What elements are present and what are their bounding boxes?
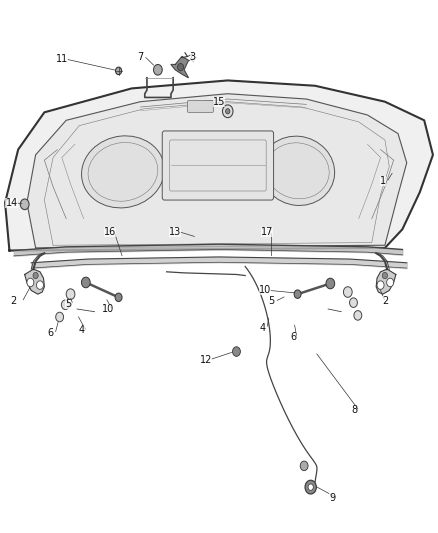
Ellipse shape bbox=[261, 136, 335, 205]
Text: 6: 6 bbox=[290, 332, 296, 342]
Circle shape bbox=[294, 290, 301, 298]
Circle shape bbox=[36, 281, 43, 289]
Text: 10: 10 bbox=[259, 286, 271, 295]
Polygon shape bbox=[25, 269, 44, 294]
Text: 14: 14 bbox=[6, 198, 18, 208]
Text: 11: 11 bbox=[56, 54, 68, 64]
Ellipse shape bbox=[81, 136, 164, 208]
FancyBboxPatch shape bbox=[187, 101, 213, 112]
Polygon shape bbox=[376, 269, 396, 294]
Text: 4: 4 bbox=[260, 322, 266, 333]
Circle shape bbox=[27, 278, 34, 287]
Circle shape bbox=[226, 109, 230, 114]
Circle shape bbox=[81, 277, 90, 288]
Text: 2: 2 bbox=[382, 296, 388, 306]
Circle shape bbox=[343, 287, 352, 297]
FancyBboxPatch shape bbox=[162, 131, 274, 200]
Circle shape bbox=[153, 64, 162, 75]
Text: 6: 6 bbox=[48, 328, 54, 338]
Circle shape bbox=[377, 281, 384, 289]
Circle shape bbox=[354, 311, 362, 320]
Circle shape bbox=[326, 278, 335, 289]
Text: 4: 4 bbox=[78, 325, 85, 335]
Text: 8: 8 bbox=[351, 405, 357, 415]
Circle shape bbox=[177, 63, 184, 71]
Text: 16: 16 bbox=[104, 227, 116, 237]
Text: 15: 15 bbox=[213, 96, 225, 107]
Circle shape bbox=[305, 480, 316, 494]
Text: 10: 10 bbox=[102, 304, 114, 314]
Circle shape bbox=[300, 461, 308, 471]
Text: 2: 2 bbox=[11, 296, 17, 306]
Circle shape bbox=[308, 484, 313, 490]
Text: 5: 5 bbox=[268, 296, 275, 306]
Circle shape bbox=[33, 272, 38, 279]
Circle shape bbox=[66, 289, 75, 300]
Polygon shape bbox=[5, 80, 433, 251]
Text: 9: 9 bbox=[329, 492, 336, 503]
Text: 1: 1 bbox=[380, 176, 386, 187]
Text: 7: 7 bbox=[137, 52, 144, 61]
Circle shape bbox=[116, 67, 122, 75]
Circle shape bbox=[20, 199, 29, 209]
Circle shape bbox=[350, 298, 357, 308]
Polygon shape bbox=[171, 56, 188, 78]
Text: 12: 12 bbox=[200, 354, 212, 365]
Circle shape bbox=[387, 278, 394, 287]
Polygon shape bbox=[27, 94, 407, 248]
Text: 17: 17 bbox=[261, 227, 273, 237]
Circle shape bbox=[115, 293, 122, 302]
Text: 13: 13 bbox=[169, 227, 181, 237]
Text: 5: 5 bbox=[65, 298, 71, 309]
Circle shape bbox=[61, 300, 69, 310]
Text: 3: 3 bbox=[190, 52, 196, 61]
Circle shape bbox=[233, 347, 240, 357]
Circle shape bbox=[223, 105, 233, 118]
Circle shape bbox=[382, 272, 388, 279]
Circle shape bbox=[56, 312, 64, 322]
